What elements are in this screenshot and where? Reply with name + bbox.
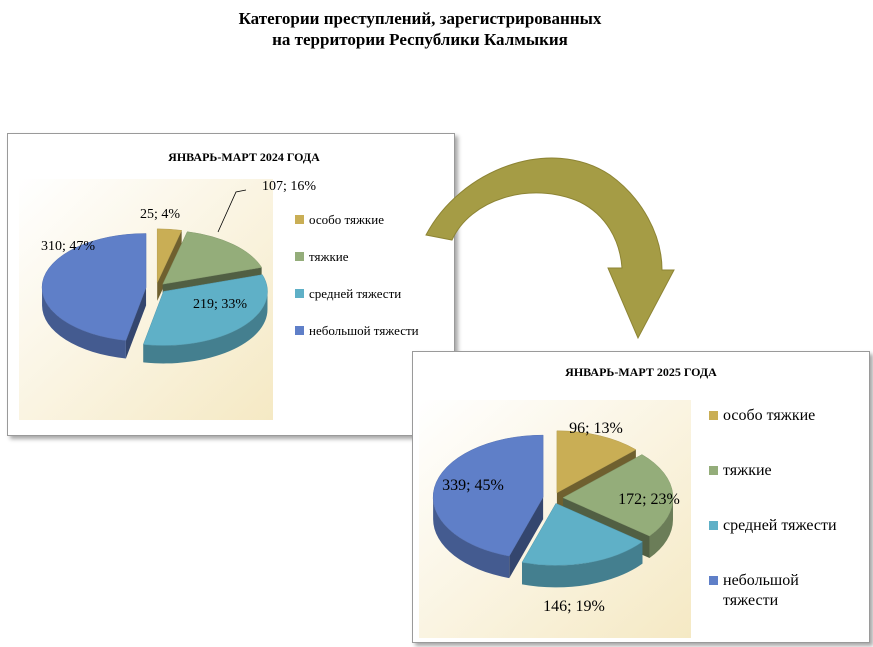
page-title: Категории преступлений, зарегистрированн… — [0, 8, 873, 50]
chart-panel-2025: ЯНВАРЬ-МАРТ 2025 ГОДА 96; 13% 172; 23% 146;… — [412, 351, 870, 643]
chart-title: ЯНВАРЬ-МАРТ 2025 ГОДА — [565, 365, 717, 379]
legend-swatch — [709, 521, 718, 530]
data-label-3: 219; 33% — [193, 297, 247, 312]
curved-arrow-shape — [425, 157, 675, 340]
data-label-1: 96; 13% — [569, 420, 623, 437]
data-label-2: 172; 23% — [618, 491, 680, 508]
legend-label: небольшой тяжести — [309, 323, 419, 338]
pie-slice-4 — [432, 434, 544, 557]
data-label-2: 107; 16% — [262, 179, 316, 194]
legend-item-3: средней тяжести — [295, 286, 401, 301]
legend-label: небольшой тяжести — [723, 572, 799, 609]
data-label-4: 310; 47% — [41, 239, 95, 254]
legend-label: средней тяжести — [309, 286, 401, 301]
legend-item-1: особо тяжкие — [295, 212, 384, 227]
legend-label: тяжкие — [723, 462, 772, 479]
pie-slice-4 — [41, 233, 147, 341]
pie-slice-side-4 — [42, 287, 147, 359]
legend-label: тяжкие — [309, 249, 349, 264]
pie-slice-1 — [156, 228, 183, 283]
legend-swatch — [295, 252, 304, 261]
pie-slice-3 — [142, 274, 268, 346]
legend-swatch — [295, 289, 304, 298]
legend-item-2: тяжкие — [295, 249, 349, 264]
pie-slice-3 — [521, 503, 643, 566]
pie-chart-2024: ЯНВАРЬ-МАРТ 2024 ГОДА 25; 4% 107; 16% 219; … — [19, 150, 419, 420]
pie-slice-side-4 — [433, 497, 544, 579]
legend-item-4: небольшой тяжести — [295, 323, 419, 338]
page-title-line-2: на территории Республики Калмыкия — [272, 30, 568, 49]
data-label-1: 25; 4% — [140, 207, 180, 222]
legend-swatch — [709, 576, 718, 585]
page-title-line-1: Категории преступлений, зарегистрированн… — [238, 9, 602, 28]
legend-item-2: тяжкие — [709, 462, 772, 479]
legend-item-4: небольшой тяжести — [709, 572, 799, 609]
legend-swatch — [295, 326, 304, 335]
curved-arrow-icon — [425, 157, 675, 340]
legend-item-1: особо тяжкие — [709, 407, 815, 424]
pie-chart-2025: ЯНВАРЬ-МАРТ 2025 ГОДА 96; 13% 172; 23% 146;… — [419, 365, 837, 638]
pie-slice-1 — [556, 430, 637, 494]
data-label-3: 146; 19% — [543, 598, 605, 615]
legend-swatch — [709, 466, 718, 475]
pie-slice-2 — [562, 454, 674, 537]
legend-item-3: средней тяжести — [709, 517, 837, 534]
chart-panel-2024: ЯНВАРЬ-МАРТ 2024 ГОДА 25; 4% 107; 16% 219; … — [7, 133, 455, 436]
pie-slice-2 — [162, 231, 263, 285]
legend-label: средней тяжести — [723, 517, 837, 534]
legend-label: особо тяжкие — [309, 212, 384, 227]
data-label-4: 339; 45% — [442, 477, 504, 494]
legend-label: особо тяжкие — [723, 407, 815, 424]
legend-swatch — [709, 411, 718, 420]
chart-title: ЯНВАРЬ-МАРТ 2024 ГОДА — [168, 150, 320, 164]
legend-swatch — [295, 215, 304, 224]
leader-line-2 — [217, 189, 247, 233]
